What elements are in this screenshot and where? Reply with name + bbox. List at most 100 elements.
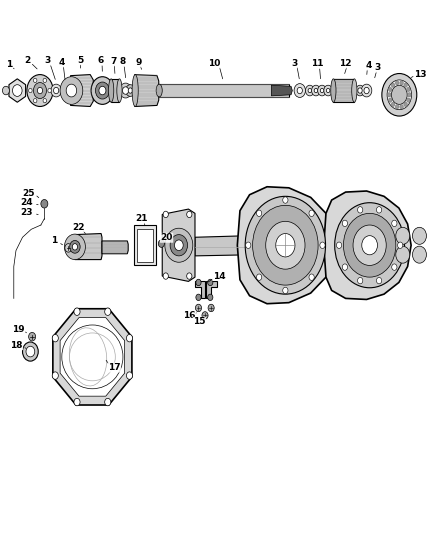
Polygon shape: [137, 229, 152, 262]
Text: 19: 19: [12, 325, 25, 334]
Polygon shape: [71, 75, 93, 107]
Circle shape: [342, 220, 347, 227]
Circle shape: [105, 398, 111, 406]
Circle shape: [27, 75, 53, 107]
Circle shape: [311, 85, 320, 96]
Circle shape: [320, 88, 324, 93]
Circle shape: [309, 210, 314, 216]
Text: 1: 1: [51, 237, 57, 246]
Ellipse shape: [132, 75, 138, 107]
Circle shape: [404, 102, 407, 107]
Polygon shape: [111, 79, 120, 102]
Text: 4: 4: [365, 61, 371, 70]
Circle shape: [320, 242, 325, 248]
Circle shape: [389, 87, 392, 92]
Circle shape: [389, 98, 392, 102]
Circle shape: [357, 207, 363, 213]
Circle shape: [266, 221, 305, 269]
Circle shape: [364, 229, 370, 235]
Polygon shape: [134, 225, 155, 265]
Polygon shape: [162, 209, 195, 281]
Circle shape: [257, 210, 262, 216]
Text: 20: 20: [160, 233, 173, 243]
Circle shape: [396, 227, 410, 244]
Circle shape: [72, 244, 78, 250]
Circle shape: [324, 85, 332, 96]
Polygon shape: [333, 79, 354, 102]
Text: 16: 16: [183, 311, 195, 320]
Circle shape: [245, 196, 325, 294]
Circle shape: [364, 255, 370, 262]
Text: 3: 3: [291, 59, 297, 68]
Circle shape: [400, 80, 403, 85]
Circle shape: [289, 250, 303, 267]
Circle shape: [28, 333, 35, 341]
Circle shape: [43, 78, 46, 83]
Circle shape: [343, 213, 396, 277]
Text: 23: 23: [21, 208, 33, 217]
Circle shape: [60, 77, 83, 104]
Text: 14: 14: [213, 272, 225, 280]
Circle shape: [105, 308, 111, 316]
Circle shape: [170, 235, 187, 256]
Text: 24: 24: [21, 198, 33, 207]
Circle shape: [357, 278, 363, 284]
Circle shape: [358, 88, 362, 93]
Circle shape: [406, 98, 410, 102]
Circle shape: [408, 93, 411, 97]
Text: 4: 4: [59, 58, 65, 67]
Circle shape: [360, 250, 374, 267]
Circle shape: [396, 80, 399, 85]
Circle shape: [391, 102, 395, 107]
Circle shape: [360, 223, 374, 240]
Circle shape: [396, 246, 410, 263]
Text: 3: 3: [44, 56, 50, 65]
Circle shape: [208, 304, 214, 312]
Circle shape: [336, 242, 342, 248]
Text: 21: 21: [135, 214, 148, 223]
Text: 5: 5: [78, 56, 84, 64]
Circle shape: [3, 86, 10, 95]
Circle shape: [64, 234, 85, 260]
Ellipse shape: [117, 79, 122, 102]
Polygon shape: [60, 318, 125, 396]
Circle shape: [43, 99, 46, 103]
Circle shape: [163, 273, 168, 279]
Circle shape: [283, 287, 288, 294]
Circle shape: [196, 294, 201, 301]
Circle shape: [305, 85, 314, 96]
Circle shape: [398, 242, 403, 248]
Circle shape: [257, 274, 262, 280]
Circle shape: [293, 229, 299, 235]
Circle shape: [52, 334, 58, 342]
Text: 10: 10: [208, 59, 221, 68]
Polygon shape: [159, 84, 289, 97]
Ellipse shape: [109, 79, 114, 102]
Polygon shape: [324, 191, 411, 300]
Circle shape: [165, 228, 193, 262]
Circle shape: [364, 87, 369, 94]
Circle shape: [28, 88, 32, 93]
Circle shape: [283, 197, 288, 203]
Circle shape: [342, 264, 347, 270]
Circle shape: [196, 279, 201, 286]
Text: 13: 13: [414, 70, 427, 78]
Circle shape: [294, 84, 305, 98]
Circle shape: [37, 87, 42, 94]
Circle shape: [74, 308, 80, 316]
Circle shape: [22, 342, 38, 361]
Text: 1: 1: [6, 60, 13, 69]
Circle shape: [33, 99, 37, 103]
Text: 15: 15: [193, 317, 205, 326]
Circle shape: [187, 273, 192, 279]
Circle shape: [413, 227, 427, 244]
Text: 17: 17: [108, 363, 120, 372]
Polygon shape: [102, 241, 128, 254]
Circle shape: [51, 84, 61, 97]
Polygon shape: [195, 281, 205, 298]
Circle shape: [99, 86, 106, 95]
Circle shape: [392, 264, 397, 270]
Polygon shape: [135, 75, 159, 107]
Circle shape: [276, 233, 295, 257]
Circle shape: [158, 240, 164, 247]
